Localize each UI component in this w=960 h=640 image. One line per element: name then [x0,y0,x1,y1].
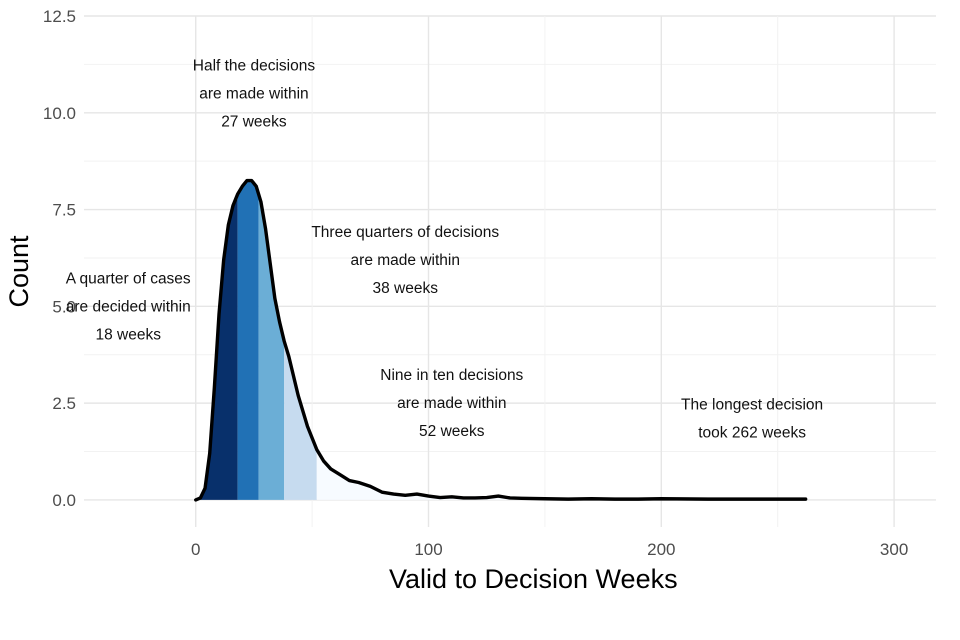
y-axis-title: Count [4,235,34,308]
band-52-262 [316,449,806,500]
band-0-18 [195,194,238,500]
x-tick-label: 100 [414,540,442,559]
x-tick-label: 0 [191,540,200,559]
annotation-line: are decided within [66,298,191,315]
y-tick-label: 5.0 [52,297,76,316]
annotation-line: The longest decision [681,397,823,414]
annotation-line: are made within [199,85,308,102]
annotation-line: 52 weeks [419,423,485,440]
x-tick-label: 300 [880,540,908,559]
annotation-line: Nine in ten decisions [380,367,523,384]
annotation-three-quarters: Three quarters of decisions are made with… [311,224,499,297]
grid [84,15,936,527]
y-tick-label: 7.5 [52,201,76,220]
annotation-line: 27 weeks [221,113,287,130]
x-axis-ticks: 0 100 200 300 [191,540,908,559]
y-axis-ticks: 0.0 2.5 5.0 7.5 10.0 12.5 [43,7,76,510]
annotation-half: Half the decisions are made within 27 week… [193,57,316,130]
y-tick-label: 0.0 [52,491,76,510]
annotation-longest: The longest decision took 262 weeks [681,397,823,442]
annotation-line: took 262 weeks [698,425,806,442]
annotation-line: are made within [397,395,506,412]
density-curve-layer [194,178,808,502]
annotations: Half the decisions are made within 27 week… [66,57,823,441]
annotation-nine-in-ten: Nine in ten decisions are made within 52 w… [380,367,523,440]
shaded-bands [195,180,806,500]
annotation-line: 38 weeks [373,280,439,297]
band-38-52 [284,341,317,500]
y-tick-label: 12.5 [43,7,76,26]
x-tick-label: 200 [647,540,675,559]
annotation-line: Three quarters of decisions [311,224,499,241]
x-axis-title: Valid to Decision Weeks [389,564,678,594]
annotation-quarter: A quarter of cases are decided within 18 w… [66,270,191,343]
band-18-27 [237,180,259,500]
annotation-line: Half the decisions [193,57,316,74]
band-27-38 [258,194,285,500]
density-curve [194,178,808,502]
annotation-line: 18 weeks [95,326,161,343]
annotation-line: A quarter of cases [66,270,191,287]
y-tick-label: 2.5 [52,394,76,413]
annotation-line: are made within [351,252,460,269]
y-tick-label: 10.0 [43,104,76,123]
